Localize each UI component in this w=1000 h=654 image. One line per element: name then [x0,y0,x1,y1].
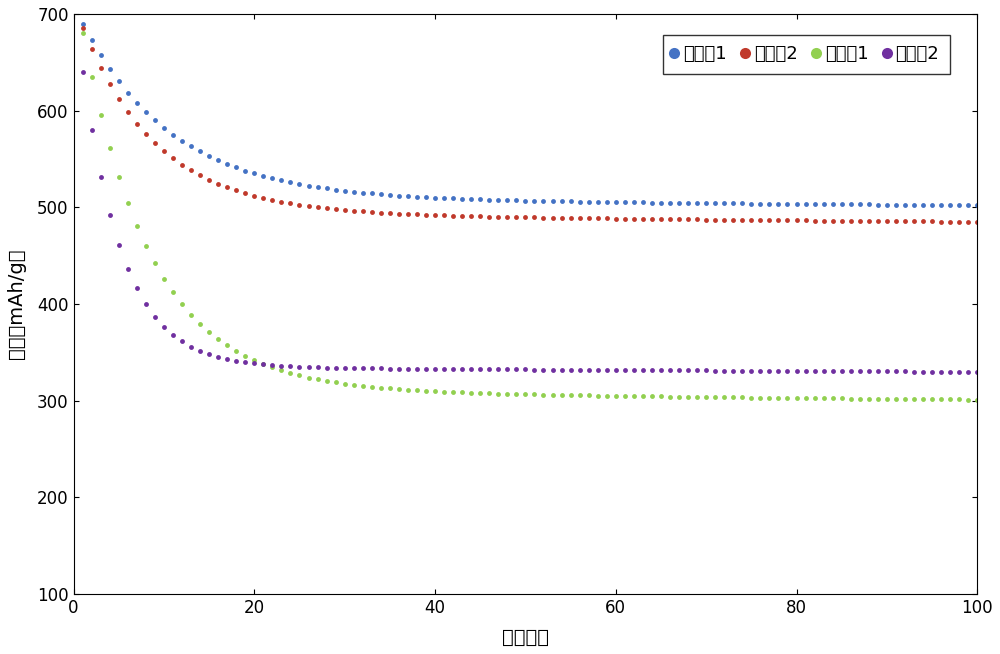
实施例2 [77,24,89,32]
实施例1 [537,197,549,205]
对比例2 [77,68,89,76]
对比例1 [971,396,983,404]
对比例1 [284,370,296,377]
实施例1 [284,179,296,186]
对比例2 [610,366,622,374]
实施例1 [926,201,938,209]
实施例2 [248,192,260,199]
Y-axis label: 容量（mAh/g）: 容量（mAh/g） [7,249,26,359]
对比例1 [537,390,549,398]
对比例2 [899,368,911,375]
对比例1 [77,29,89,37]
实施例1 [77,20,89,27]
对比例2 [971,368,983,376]
对比例1 [610,392,622,400]
对比例1 [926,396,938,404]
对比例2 [537,366,549,373]
X-axis label: 循环次数: 循环次数 [502,628,549,647]
对比例1 [248,356,260,364]
实施例1 [610,198,622,206]
实施例1 [248,169,260,177]
实施例2 [284,199,296,207]
Line: 实施例2: 实施例2 [80,26,980,224]
实施例2 [926,218,938,226]
实施例2 [537,214,549,222]
Line: 对比例1: 对比例1 [80,31,980,402]
实施例1 [899,201,911,209]
实施例1 [971,201,983,209]
对比例2 [926,368,938,375]
实施例2 [971,218,983,226]
Line: 实施例1: 实施例1 [80,21,980,207]
对比例2 [248,360,260,368]
对比例1 [899,395,911,403]
Line: 对比例2: 对比例2 [80,69,980,374]
对比例2 [284,362,296,370]
实施例2 [610,215,622,222]
实施例2 [899,217,911,225]
Legend: 实施例1, 实施例2, 对比例1, 对比例2: 实施例1, 实施例2, 对比例1, 对比例2 [663,35,950,75]
